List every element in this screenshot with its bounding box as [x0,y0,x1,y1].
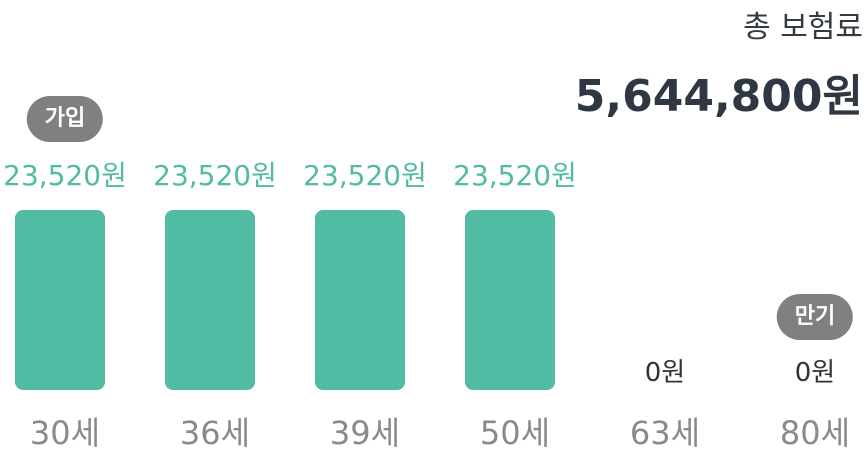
bar-value-label: 23,520원 [453,159,577,192]
age-tick-label: 50세 [479,414,551,452]
age-tick-label: 30세 [29,414,101,452]
age-tick-label: 39세 [329,414,401,452]
total-premium-label: 총 보험료 [743,10,863,45]
age-tick-label: 80세 [779,414,851,452]
age-tick-label: 36세 [179,414,251,452]
bar-value-label: 23,520원 [303,159,427,192]
maturity-badge: 만기 [776,294,854,340]
bar-column: 0원 만기 80세 [750,0,867,453]
bar-column: 23,520원 가입 30세 [0,0,130,453]
bar-value-label: 0원 [644,358,686,388]
bar-column: 23,520원 36세 [150,0,280,453]
age-tick-label: 63세 [629,414,701,452]
bar-column: 23,520원 50세 [450,0,580,453]
premium-bar [315,210,405,390]
join-badge: 가입 [26,96,104,142]
bar-value-label: 0원 [794,358,836,388]
total-premium-value: 5,644,800원 [574,71,863,122]
bar-value-label: 23,520원 [153,159,277,192]
bar-column: 0원 63세 [600,0,730,453]
bar-column: 23,520원 39세 [300,0,430,453]
premium-bar [165,210,255,390]
premium-bar [15,210,105,390]
premium-bar [465,210,555,390]
bar-value-label: 23,520원 [3,159,127,192]
